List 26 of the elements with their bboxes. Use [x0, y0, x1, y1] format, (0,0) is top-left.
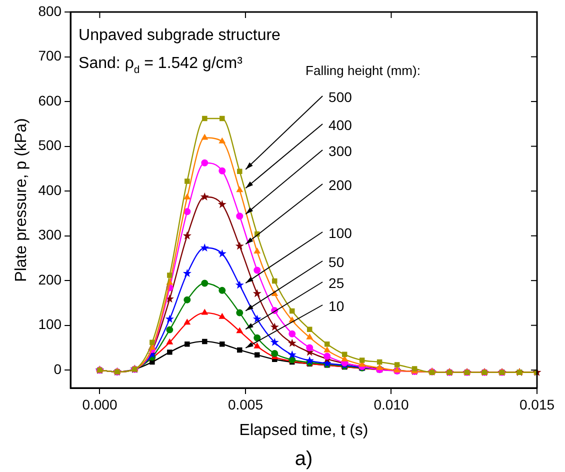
text: 25: [328, 275, 344, 291]
y-tick-label: 400: [38, 182, 62, 198]
text: 400: [328, 117, 352, 133]
text: 500: [328, 89, 352, 105]
y-tick-label: 0: [54, 360, 62, 377]
text: a): [294, 448, 313, 470]
x-tick-label: 0.015: [519, 396, 555, 412]
y-tick-label: 500: [38, 137, 62, 154]
x-axis-title: Elapsed time, t (s): [239, 422, 368, 439]
legend-title: Falling height (mm):: [306, 63, 420, 78]
annotation: Unpaved subgrade structure: [78, 27, 281, 44]
y-tick-label: 100: [38, 316, 62, 332]
x-tick-label: 0.000: [82, 396, 118, 412]
y-tick-label: 200: [38, 271, 62, 288]
text: 100: [328, 225, 352, 241]
x-tick-label: 0.005: [228, 396, 264, 412]
text: 50: [328, 254, 344, 270]
x-tick-label: 0.010: [374, 396, 409, 412]
y-tick-label: 300: [38, 226, 62, 243]
y-tick-label: 800: [38, 2, 62, 19]
y-tick-label: 700: [38, 48, 62, 64]
text: 200: [328, 177, 352, 193]
y-tick-label: 600: [38, 92, 62, 108]
y-axis-title: Plate pressure, p (kPa): [13, 118, 30, 282]
text: 10: [328, 298, 344, 314]
text: 300: [328, 143, 352, 159]
